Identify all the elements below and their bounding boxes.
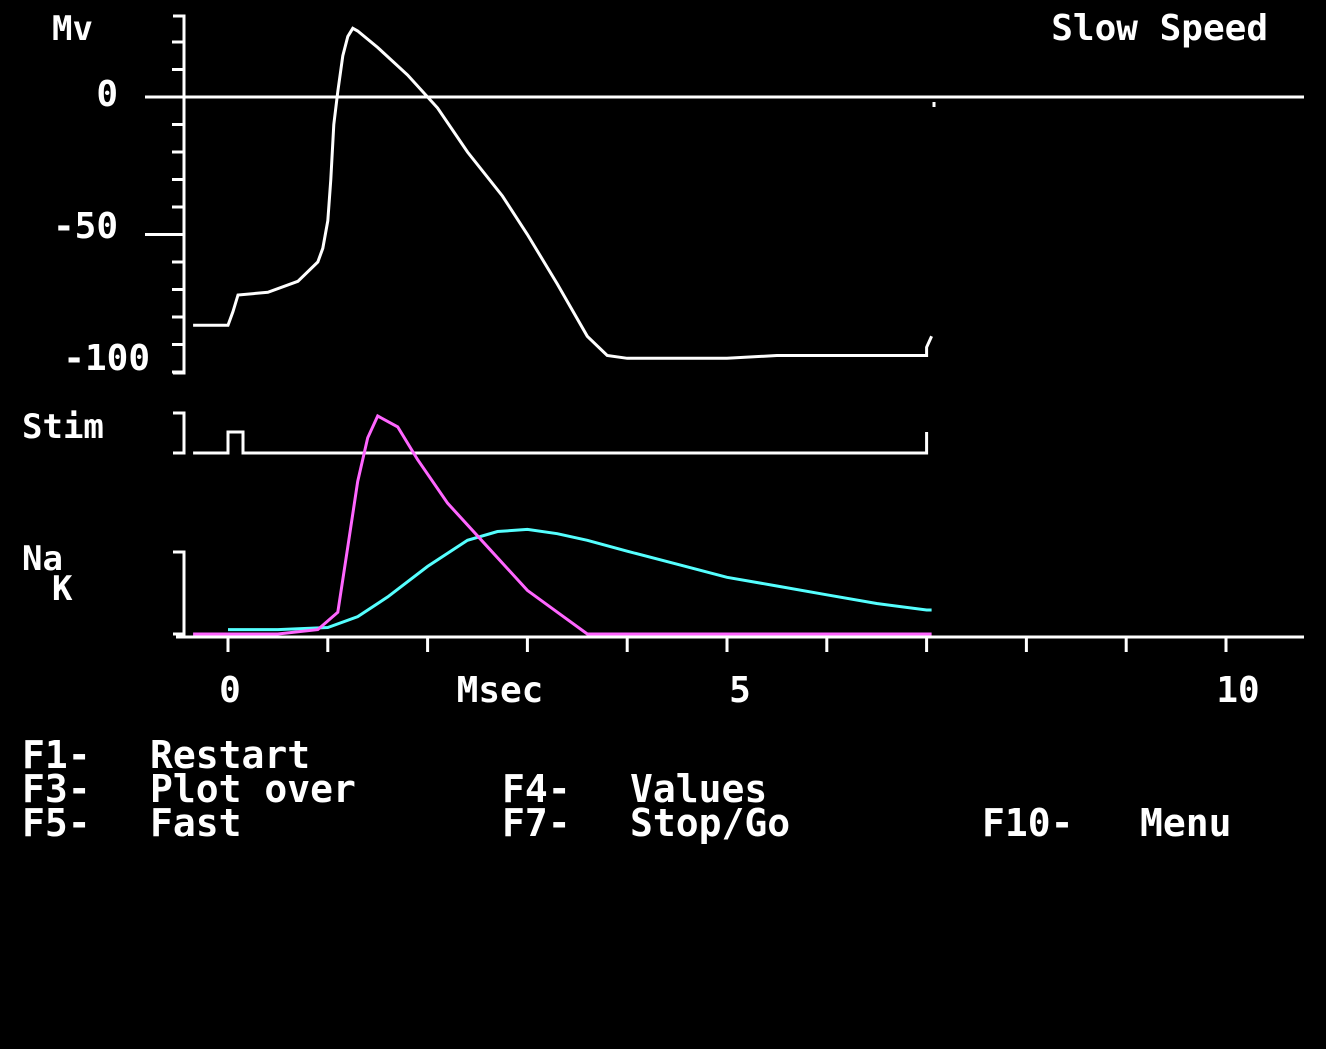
k-label: K	[52, 569, 73, 609]
menu-option[interactable]: Menu	[1140, 806, 1232, 840]
voltage-tick-minus100: -100	[63, 338, 150, 379]
f7-key[interactable]: F7-	[502, 806, 571, 840]
voltage-unit-label: Mv	[52, 9, 93, 49]
time-tick-5: 5	[729, 670, 751, 711]
f10-key[interactable]: F10-	[982, 806, 1074, 840]
stim-label: Stim	[22, 407, 104, 447]
time-axis-label: Msec	[457, 670, 544, 711]
time-tick-0: 0	[219, 670, 241, 711]
speed-label: Slow Speed	[1051, 8, 1268, 49]
fkey-row-3: F5- Fast F7- Stop/Go F10- Menu	[22, 806, 68, 840]
time-tick-10: 10	[1216, 670, 1259, 711]
f5-key[interactable]: F5-	[22, 806, 91, 840]
voltage-tick-0: 0	[96, 74, 118, 115]
stop-go-option[interactable]: Stop/Go	[630, 806, 790, 840]
fast-option[interactable]: Fast	[150, 806, 242, 840]
voltage-tick-minus50: -50	[53, 206, 118, 247]
